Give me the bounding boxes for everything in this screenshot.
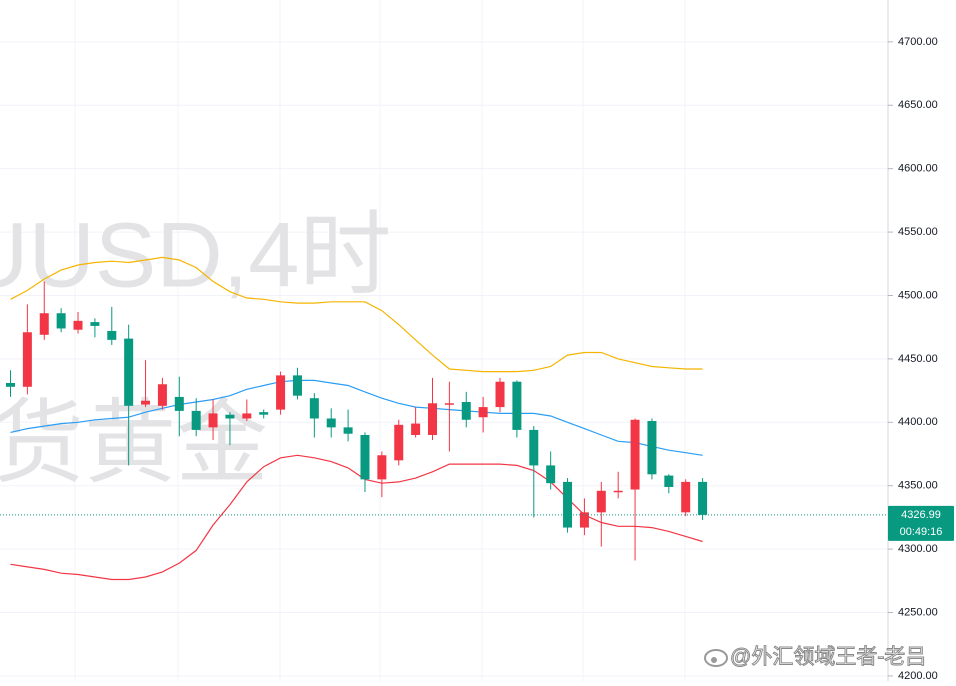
y-tick-label: 4250.00 xyxy=(898,606,938,618)
candle-body xyxy=(411,423,421,435)
candle-body xyxy=(22,332,32,387)
candle-body xyxy=(495,381,505,408)
candle-body xyxy=(6,382,15,387)
candle-body xyxy=(191,410,201,430)
y-tick-label: 4500.00 xyxy=(898,289,938,301)
candle-body xyxy=(124,338,134,406)
candle-body xyxy=(444,403,454,405)
y-tick-label: 4350.00 xyxy=(898,480,938,492)
candle-body xyxy=(546,465,556,484)
candle-body xyxy=(647,421,657,475)
candle-body xyxy=(39,313,49,335)
weibo-icon xyxy=(704,649,728,667)
candle-body xyxy=(681,481,691,513)
candle-body xyxy=(259,412,269,415)
candle-body xyxy=(698,481,708,515)
candle-body xyxy=(326,418,336,428)
last-price-label: 4326.99 xyxy=(901,509,941,521)
candle-body xyxy=(613,490,623,493)
y-tick-label: 4200.00 xyxy=(898,670,938,681)
candle-body xyxy=(512,381,522,430)
candle-body xyxy=(461,402,471,420)
candle-body xyxy=(630,419,640,490)
watermark-name: 货黄金 xyxy=(0,392,268,494)
last-price-box xyxy=(888,505,954,541)
candle-body xyxy=(596,490,606,513)
band-line xyxy=(10,256,703,373)
candle-body xyxy=(563,481,573,528)
y-tick-label: 4400.00 xyxy=(898,416,938,428)
y-tick-label: 4450.00 xyxy=(898,353,938,365)
time-grid xyxy=(74,0,686,681)
credit: @外汇领域王者-老吕 xyxy=(704,645,927,669)
price-grid xyxy=(0,41,888,677)
candle-body xyxy=(309,398,319,419)
candle-body xyxy=(292,375,302,396)
weibo-icon-dot xyxy=(711,657,717,663)
candle-body xyxy=(242,413,252,419)
candle-body xyxy=(276,375,286,410)
candle-body xyxy=(394,424,404,461)
candle-body xyxy=(107,330,117,340)
candle-body xyxy=(478,407,488,418)
candle-body xyxy=(208,413,218,428)
countdown-label: 00:49:16 xyxy=(900,526,943,538)
candle-body xyxy=(141,400,151,405)
candle-body xyxy=(664,475,674,487)
price-axis: 4200.00 4250.00 4300.00 4350.00 4400.00 4450.… xyxy=(887,0,956,682)
candle-body xyxy=(579,512,589,528)
y-tick-label: 4550.00 xyxy=(898,226,938,238)
candle-body xyxy=(174,396,184,411)
candle-body xyxy=(529,429,539,466)
y-tick-label: 4600.00 xyxy=(898,163,938,175)
credit-text: @外汇领域王者-老吕 xyxy=(730,646,926,669)
y-tick-label: 4650.00 xyxy=(898,99,938,111)
candle-body xyxy=(428,403,437,435)
candles xyxy=(6,281,708,561)
candle-body xyxy=(360,434,370,480)
candle-body xyxy=(343,427,353,434)
y-tick-label: 4300.00 xyxy=(898,543,938,555)
band-line xyxy=(10,379,703,456)
candle-body xyxy=(56,313,66,329)
candle-body xyxy=(73,320,83,330)
candle-body xyxy=(157,384,167,406)
candle-body xyxy=(90,322,100,326)
axis-background xyxy=(888,0,956,681)
candle-body xyxy=(225,414,235,419)
watermark-symbol: UUSD,4时 xyxy=(0,204,391,306)
candle-body xyxy=(377,455,387,480)
y-tick-label: 4700.00 xyxy=(898,36,938,48)
